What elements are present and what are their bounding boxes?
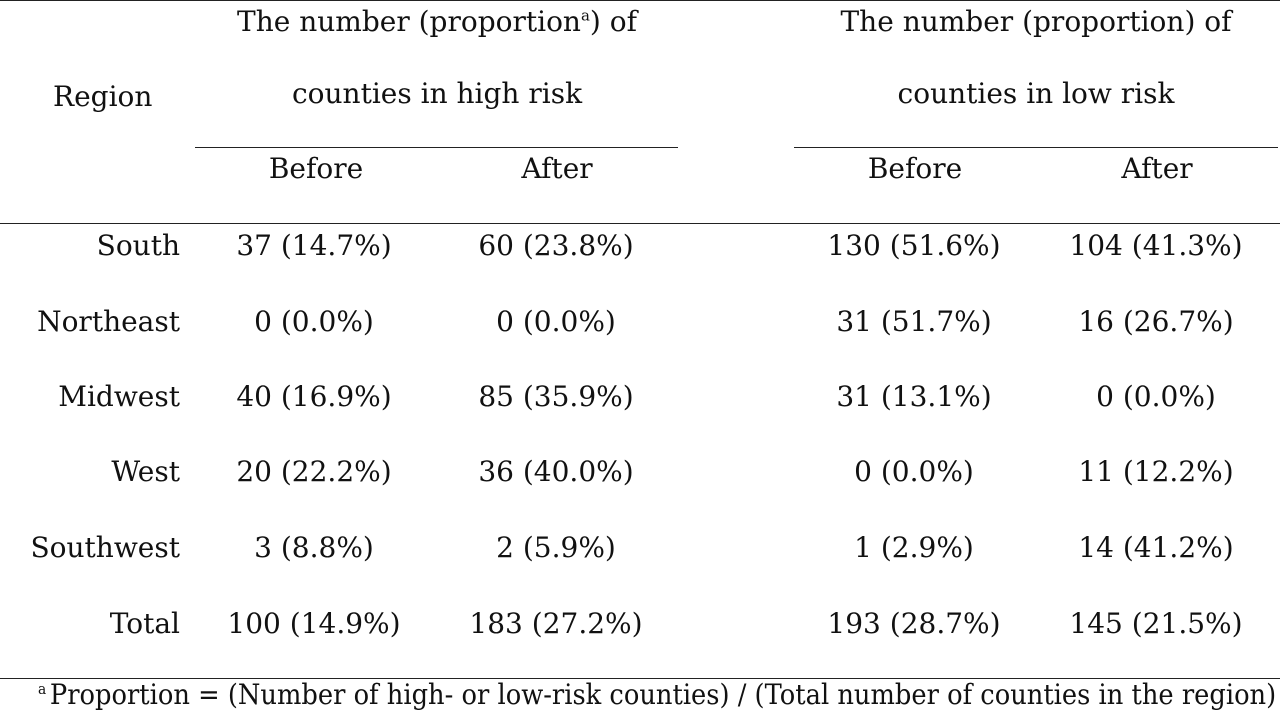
high-after-cell: 36 (40.0%) xyxy=(478,455,634,488)
high-before-cell: 37 (14.7%) xyxy=(236,229,392,262)
high-before-cell: 100 (14.9%) xyxy=(227,607,401,640)
low-after-cell: 0 (0.0%) xyxy=(1096,380,1216,413)
col-header-low-after: After xyxy=(1121,152,1193,185)
high-after-cell: 60 (23.8%) xyxy=(478,229,634,262)
high-after-cell: 85 (35.9%) xyxy=(478,380,634,413)
col-header-high-after: After xyxy=(521,152,593,185)
low-after-cell: 104 (41.3%) xyxy=(1069,229,1243,262)
low-before-cell: 193 (28.7%) xyxy=(827,607,1001,640)
region-cell: Northeast xyxy=(37,305,180,338)
footnote-marker: a xyxy=(38,679,47,698)
header-bottom-rule xyxy=(0,223,1280,224)
high-before-cell: 40 (16.9%) xyxy=(236,380,392,413)
region-header: Region xyxy=(53,80,153,113)
high-after-cell: 0 (0.0%) xyxy=(496,305,616,338)
footnote-text: Proportion = (Number of high- or low-ris… xyxy=(49,678,1277,711)
low-before-cell: 0 (0.0%) xyxy=(854,455,974,488)
high-risk-header-line1-text: The number (proportion xyxy=(237,5,581,38)
table-footnote: a Proportion = (Number of high- or low-ri… xyxy=(38,678,1276,712)
region-cell: West xyxy=(111,455,180,488)
high-risk-header-line1-end: ) of xyxy=(589,5,637,38)
high-before-cell: 3 (8.8%) xyxy=(254,531,374,564)
high-risk-header-line2: counties in high risk xyxy=(291,77,583,110)
low-before-cell: 130 (51.6%) xyxy=(827,229,1001,262)
low-after-cell: 145 (21.5%) xyxy=(1069,607,1243,640)
table-bottom-rule xyxy=(0,678,1280,679)
col-header-low-before: Before xyxy=(867,152,963,185)
low-before-cell: 31 (13.1%) xyxy=(836,380,992,413)
low-after-cell: 11 (12.2%) xyxy=(1078,455,1234,488)
region-cell: Midwest xyxy=(58,380,180,413)
high-before-cell: 20 (22.2%) xyxy=(236,455,392,488)
region-cell: Southwest xyxy=(30,531,180,564)
low-risk-group-rule xyxy=(794,147,1278,148)
high-after-cell: 2 (5.9%) xyxy=(496,531,616,564)
low-risk-header-line1: The number (proportion) of xyxy=(840,5,1232,38)
low-after-cell: 16 (26.7%) xyxy=(1078,305,1234,338)
low-before-cell: 31 (51.7%) xyxy=(836,305,992,338)
low-risk-header-line2: counties in low risk xyxy=(897,77,1175,110)
col-header-high-before: Before xyxy=(268,152,364,185)
high-risk-header-line1: The number (proportiona) of xyxy=(237,5,637,39)
low-before-cell: 1 (2.9%) xyxy=(854,531,974,564)
region-cell: Total xyxy=(109,607,180,640)
high-before-cell: 0 (0.0%) xyxy=(254,305,374,338)
footnote-marker-ref: a xyxy=(580,6,590,25)
low-after-cell: 14 (41.2%) xyxy=(1078,531,1234,564)
top-rule xyxy=(0,0,1280,1)
high-risk-group-rule xyxy=(195,147,678,148)
region-cell: South xyxy=(96,229,180,262)
high-after-cell: 183 (27.2%) xyxy=(469,607,643,640)
